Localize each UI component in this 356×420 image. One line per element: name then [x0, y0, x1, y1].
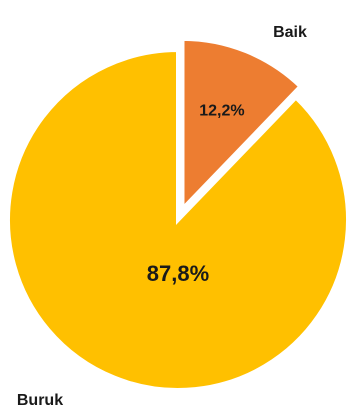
labels-layer: 12,2% Baik 87,8% Buruk: [17, 24, 307, 409]
category-label-baik: Baik: [273, 24, 307, 41]
data-label-buruk: 87,8%: [147, 261, 209, 286]
pie-slice-baik: [180, 36, 304, 214]
data-label-baik: 12,2%: [199, 102, 244, 119]
pie-slice-buruk: [6, 47, 350, 392]
category-label-buruk: Buruk: [17, 392, 63, 409]
slices-layer: [6, 36, 350, 392]
